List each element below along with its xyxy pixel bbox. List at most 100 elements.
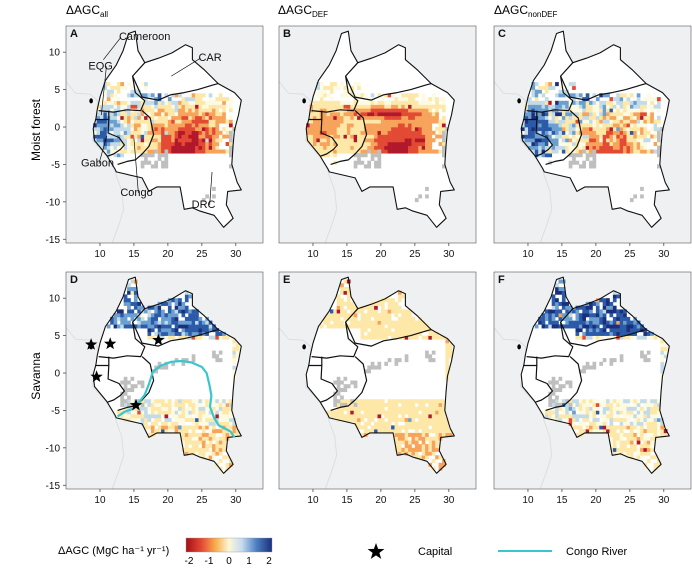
y-tick-label: 0: [54, 369, 60, 380]
x-tick-label: 25: [409, 495, 421, 506]
panel-axes: 10 15 20 25 30 10 5 0 -5 -10 -15: [46, 294, 242, 506]
panel-frame: [278, 271, 477, 490]
bioko-island: [517, 344, 521, 350]
x-tick-label: 15: [341, 249, 353, 260]
x-tick-label: 15: [556, 249, 568, 260]
coastline: [494, 80, 553, 243]
agc-pixels: [521, 82, 661, 165]
agc-pixels: [534, 279, 668, 471]
x-tick-label: 25: [196, 495, 208, 506]
legend-tick: 2: [266, 556, 272, 567]
panel-frame: [65, 271, 264, 490]
no-data-pixels: [548, 350, 651, 407]
panel-axes: 10 15 20 25 30: [307, 243, 455, 260]
x-tick-label: 20: [590, 495, 602, 506]
legend-label: ΔAGC (MgC ha⁻¹ yr⁻¹): [58, 545, 169, 557]
x-tick-label: 25: [196, 249, 208, 260]
capital-star-icon: [104, 337, 117, 350]
legend-capital-label: Capital: [418, 546, 452, 558]
capital-star-icon: [129, 398, 143, 411]
legend-tick: -1: [205, 556, 214, 567]
capital-star-icon: [152, 333, 165, 346]
agc-pixels: [106, 279, 240, 471]
x-tick-label: 20: [375, 249, 387, 260]
column-title-def: ΔAGCDEF: [278, 3, 328, 19]
x-tick-label: 20: [162, 249, 174, 260]
country-borders: [523, 308, 647, 411]
x-tick-label: 15: [128, 495, 140, 506]
x-tick-label: 30: [658, 495, 670, 506]
y-tick-label: 0: [54, 123, 60, 134]
x-tick-label: 25: [409, 249, 421, 260]
y-tick-label: -15: [46, 481, 61, 492]
country-labels: Cameroon CAR EQG Gabon Congo DRC: [81, 31, 222, 211]
x-tick-label: 30: [230, 495, 242, 506]
map-panel-c: C 10 15 20 25 30: [493, 25, 692, 260]
coastline: [494, 326, 553, 489]
panel-axes: 10 15 20 25 30 10 5 0 -5 -10 -15: [46, 48, 242, 260]
x-tick-label: 10: [522, 495, 534, 506]
x-tick-label: 25: [624, 495, 636, 506]
y-tick-label: -10: [46, 197, 61, 208]
x-tick-label: 10: [307, 495, 319, 506]
x-tick-label: 20: [590, 249, 602, 260]
panel-frame: [493, 25, 692, 244]
legend-tick: -2: [185, 556, 194, 567]
legend: ΔAGC (MgC ha⁻¹ yr⁻¹) -2 -1 0 1 2 Capital…: [58, 537, 627, 567]
y-tick-label: 5: [54, 85, 60, 96]
country-borders: [523, 62, 647, 165]
panel-letter: E: [283, 274, 290, 286]
map-panel-f: F 10 15 20 25 30: [493, 271, 692, 506]
panel-letter: D: [70, 274, 78, 286]
panel-axes: 10 15 20 25 30: [522, 243, 670, 260]
y-tick-label: 10: [49, 48, 61, 59]
x-tick-label: 20: [375, 495, 387, 506]
panel-frame: [65, 25, 264, 244]
capital-star-icon: [90, 370, 103, 382]
study-area-outline: [305, 30, 455, 228]
no-data-pixels: [353, 127, 450, 203]
country-label-eqg: EQG: [88, 60, 112, 72]
legend-ticks: -2 -1 0 1 2: [185, 556, 273, 567]
row-label-moist-forest: Moist forest: [29, 98, 43, 161]
panel-axes: 10 15 20 25 30: [522, 489, 670, 506]
x-tick-label: 15: [128, 249, 140, 260]
coastline: [279, 80, 338, 243]
x-tick-label: 10: [307, 249, 319, 260]
panel-letter: A: [70, 28, 78, 40]
agc-pixels: [93, 82, 233, 165]
x-tick-label: 20: [162, 495, 174, 506]
column-title-nondef: ΔAGCnonDEF: [494, 3, 557, 19]
legend-colorbar: [185, 537, 273, 553]
panel-letter: F: [498, 274, 505, 286]
panel-frame: [493, 271, 692, 490]
x-tick-label: 30: [658, 249, 670, 260]
country-label-cameroon: Cameroon: [119, 31, 170, 43]
capital-star-icon: [367, 543, 385, 559]
x-tick-label: 30: [443, 249, 455, 260]
panel-letter: C: [498, 28, 506, 40]
row-label-savanna: Savanna: [29, 352, 43, 400]
x-tick-label: 15: [556, 495, 568, 506]
column-title-all: ΔAGCall: [66, 3, 108, 19]
study-area-outline: [520, 276, 670, 474]
congo-river: [116, 359, 236, 439]
bioko-island: [89, 98, 93, 104]
study-area-outline: [520, 30, 670, 228]
y-tick-label: -10: [46, 443, 61, 454]
bioko-island: [302, 98, 306, 104]
country-label-congo: Congo: [120, 187, 152, 199]
country-borders: [95, 62, 219, 165]
no-data-pixels: [140, 127, 237, 203]
legend-tick: 1: [246, 556, 252, 567]
column-titles: ΔAGCall ΔAGCDEF ΔAGCnonDEF: [66, 3, 557, 19]
country-label-car: CAR: [198, 52, 221, 64]
country-label-drc: DRC: [192, 199, 216, 211]
y-tick-label: 10: [49, 294, 61, 305]
x-tick-label: 25: [624, 249, 636, 260]
study-area-outline: [92, 30, 242, 228]
capital-star-icon: [85, 338, 98, 350]
study-area-outline: [92, 276, 242, 474]
